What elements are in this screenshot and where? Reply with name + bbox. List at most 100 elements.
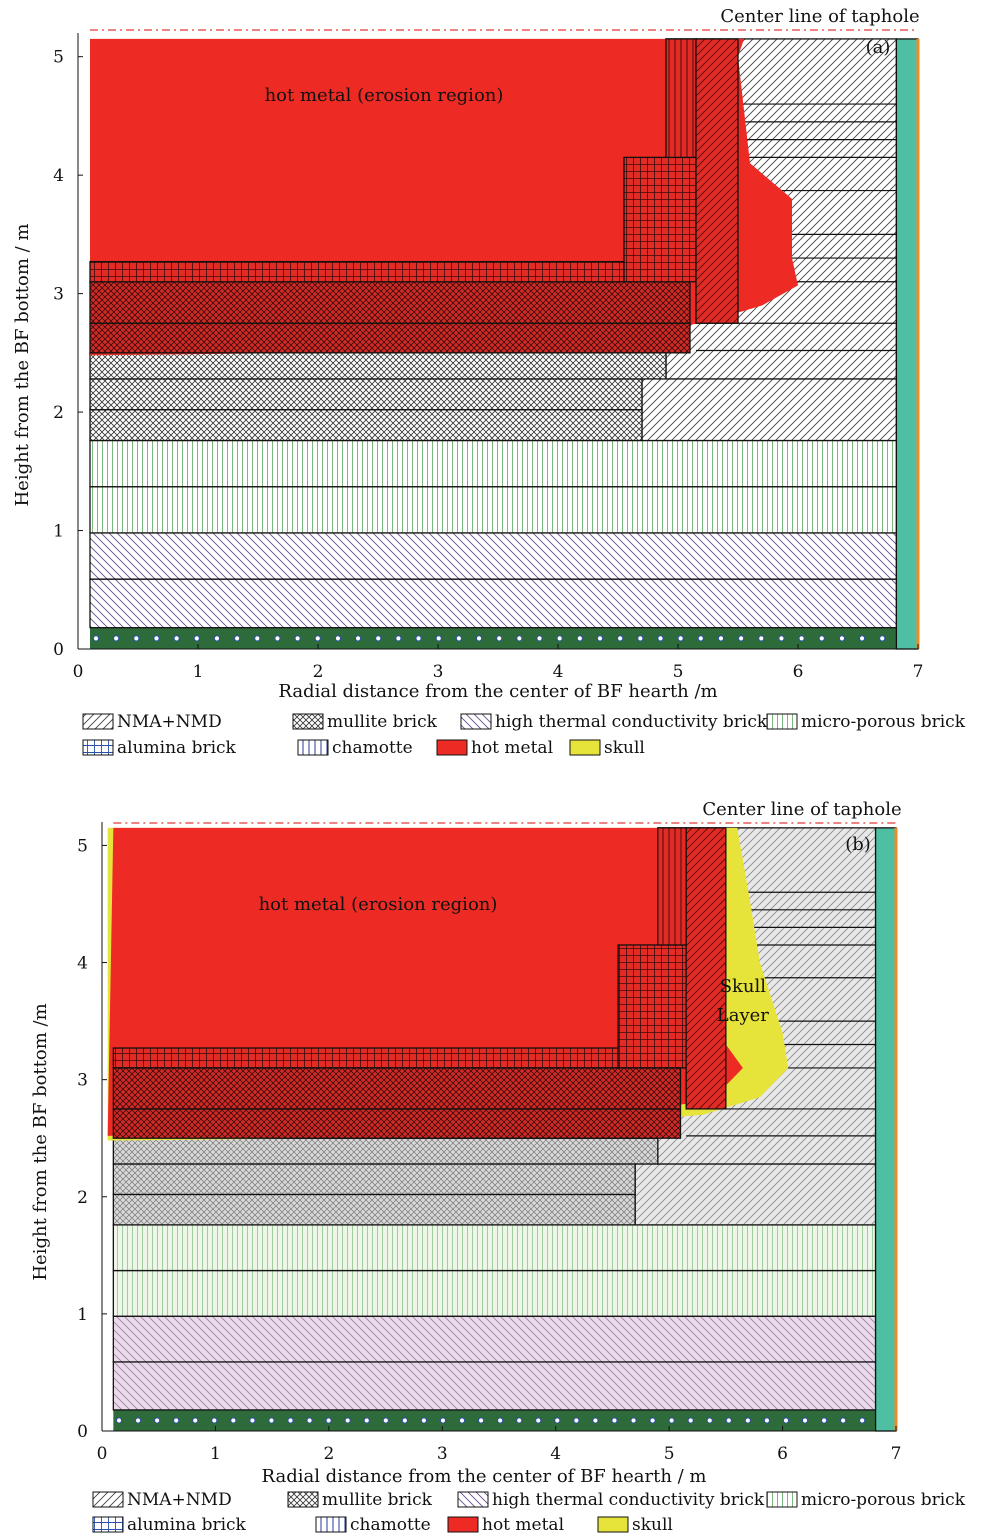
x-axis-label: Radial distance from the center of BF he… — [278, 681, 717, 702]
bottom-ball — [637, 635, 644, 642]
bottom-ball — [234, 635, 241, 642]
bottom-ball — [858, 635, 866, 642]
taphole-label: Center line of taphole — [702, 799, 901, 820]
legend-label: hot metal — [482, 1515, 564, 1535]
bottom-ball — [611, 1417, 618, 1424]
legend-label: skull — [632, 1515, 673, 1535]
bottom-ball — [497, 1417, 504, 1424]
y-tick-label: 0 — [77, 1422, 88, 1442]
bottom-ball — [706, 1417, 713, 1424]
bottom-ball — [193, 635, 200, 642]
bottom-ball — [596, 635, 604, 642]
eroded-alumina-column — [617, 944, 687, 1069]
legend-label: NMA+NMD — [117, 712, 222, 732]
bottom-ball — [820, 1417, 828, 1424]
bottom-ball — [306, 1417, 313, 1424]
x-tick-label: 2 — [313, 662, 324, 682]
mullite-layer-3 — [89, 352, 667, 380]
bottom-ball — [458, 1417, 466, 1424]
bottom-ball — [668, 1417, 675, 1424]
x-tick-label: 1 — [210, 1444, 221, 1464]
bottom-ball — [516, 1417, 523, 1424]
y-tick-label: 2 — [53, 403, 64, 423]
bottom-carbon-layer — [90, 627, 897, 649]
x-tick-label: 4 — [550, 1444, 561, 1464]
bottom-ball — [363, 1417, 370, 1424]
nma-wall-1 — [634, 1163, 877, 1226]
eroded-nma — [685, 827, 727, 1110]
y-tick-label: 3 — [77, 1071, 88, 1091]
legend-swatch — [315, 1516, 347, 1533]
legend-label: micro-porous brick — [801, 712, 966, 732]
eroded-chamotte — [665, 38, 697, 159]
x-tick-label: 2 — [323, 1444, 334, 1464]
bottom-ball — [554, 1417, 561, 1424]
bottom-ball — [657, 635, 664, 642]
legend-swatch — [766, 1491, 798, 1508]
micro-porous-layer-2 — [112, 1224, 877, 1272]
panel-b: Center line of taphole (b) hot metal (eros… — [30, 799, 902, 1487]
bottom-ball — [294, 635, 301, 642]
eroded-alumina-row — [112, 1047, 619, 1069]
x-tick-label: 4 — [553, 662, 564, 682]
legend-label: alumina brick — [127, 1515, 247, 1535]
legend-label: mullite brick — [327, 712, 438, 732]
mullite-layer-1 — [89, 409, 643, 442]
bottom-ball — [475, 635, 483, 642]
bottom-ball — [840, 1417, 847, 1424]
y-tick-label: 1 — [53, 522, 64, 542]
legend-b: NMA+NMD mullite brick high thermal conduct… — [92, 1490, 966, 1535]
bottom-ball — [274, 635, 281, 642]
bottom-ball — [92, 635, 100, 642]
bottom-ball — [496, 635, 503, 642]
legend-swatch — [82, 713, 114, 730]
y-tick-label: 3 — [53, 285, 64, 305]
bottom-ball — [211, 1417, 218, 1424]
legend-label: skull — [604, 738, 645, 758]
mullite-layer-3 — [112, 1137, 659, 1165]
eroded-mullite-2 — [89, 281, 691, 324]
erosion-region-label: hot metal (erosion region) — [265, 85, 504, 106]
y-tick-label: 1 — [77, 1305, 88, 1325]
legend-swatch — [460, 713, 492, 730]
nma-wall-1 — [641, 378, 898, 442]
bottom-ball — [798, 635, 805, 642]
legend-swatch — [766, 713, 798, 730]
skull-label-1: Skull — [720, 976, 767, 997]
panel-tag: (a) — [866, 37, 891, 58]
eroded-mullite-1 — [89, 322, 691, 354]
legend-label: hot metal — [471, 738, 553, 758]
htc-brick-layer-2 — [89, 532, 898, 580]
bottom-ball — [420, 1417, 428, 1424]
legend-swatch — [92, 1491, 124, 1508]
bottom-ball — [592, 1417, 599, 1424]
bottom-ball — [173, 635, 180, 642]
bottom-ball — [254, 635, 261, 642]
cooling-stave — [874, 827, 897, 1432]
bottom-ball — [115, 1417, 123, 1424]
y-tick-label: 5 — [53, 48, 64, 68]
x-tick-label: 3 — [433, 662, 444, 682]
bottom-ball — [154, 1417, 161, 1424]
bottom-ball — [516, 635, 523, 642]
bottom-ball — [382, 1417, 389, 1424]
bottom-ball — [314, 635, 321, 642]
bottom-ball — [249, 1417, 256, 1424]
eroded-mullite-1 — [112, 1108, 682, 1139]
x-tick-label: 3 — [437, 1444, 448, 1464]
bottom-ball — [879, 635, 886, 642]
htc-brick-layer-1 — [112, 1361, 877, 1411]
eroded-alumina-row — [89, 260, 625, 283]
bottom-ball — [859, 1417, 866, 1424]
eroded-alumina-column — [623, 156, 697, 283]
bottom-ball — [717, 635, 725, 642]
x-tick-label: 5 — [673, 662, 684, 682]
panel-tag: (b) — [845, 834, 871, 855]
bottom-ball — [535, 1417, 542, 1424]
bottom-ball — [435, 635, 442, 642]
legend-label: NMA+NMD — [127, 1490, 232, 1510]
bottom-ball — [344, 1417, 351, 1424]
eroded-nma — [695, 38, 739, 324]
bottom-ball — [677, 635, 684, 642]
